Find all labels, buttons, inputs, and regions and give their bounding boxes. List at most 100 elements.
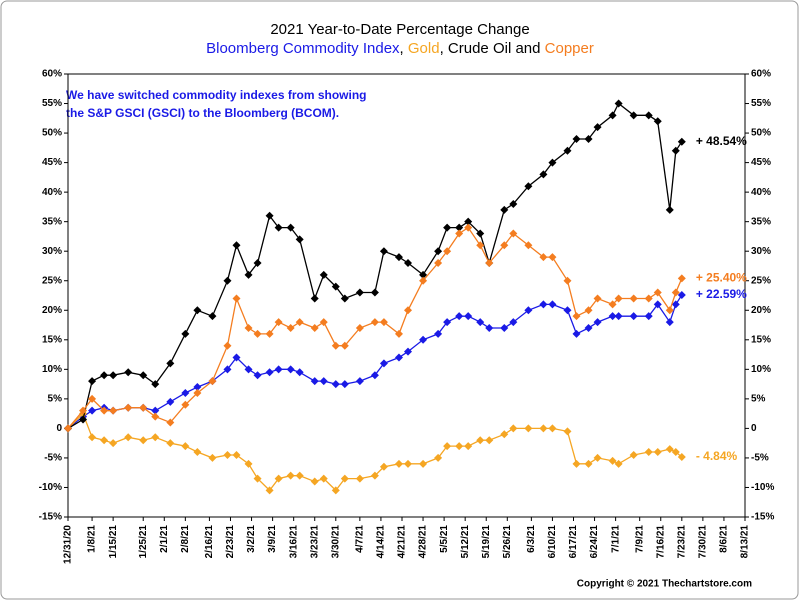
- x-tick-label: 6/17/21: [568, 525, 579, 559]
- data-point: [572, 134, 581, 143]
- data-point: [319, 270, 328, 279]
- data-point: [265, 486, 274, 495]
- data-point: [665, 306, 674, 315]
- x-tick-label: 2/8/21: [180, 525, 191, 553]
- data-point: [166, 418, 175, 427]
- data-point: [509, 424, 518, 433]
- y2-tick-label: 20%: [751, 305, 771, 316]
- data-point: [88, 433, 97, 442]
- data-point: [193, 388, 202, 397]
- data-point: [88, 394, 97, 403]
- data-point: [331, 486, 340, 495]
- data-point: [244, 323, 253, 332]
- data-point: [79, 415, 88, 424]
- data-point: [524, 424, 533, 433]
- data-point: [223, 276, 232, 285]
- data-point: [166, 359, 175, 368]
- data-point: [665, 445, 674, 454]
- x-tick-label: 8/6/21: [719, 525, 730, 553]
- data-point: [340, 341, 349, 350]
- data-point: [644, 312, 653, 321]
- plot-area: [67, 73, 746, 518]
- data-point: [370, 371, 379, 380]
- y2-tick-label: 0: [751, 423, 757, 434]
- x-tick-label: 5/26/21: [502, 525, 513, 559]
- x-tick-label: 1/15/21: [108, 525, 119, 559]
- y-tick-label: -10%: [39, 482, 62, 493]
- x-tick-label: 7/16/21: [655, 525, 666, 559]
- data-point: [295, 471, 304, 480]
- data-point: [310, 477, 319, 486]
- x-tick-label: 3/30/21: [330, 525, 341, 559]
- data-point: [379, 247, 388, 256]
- data-point: [434, 247, 443, 256]
- data-point: [166, 439, 175, 448]
- data-point: [500, 323, 509, 332]
- data-point: [286, 223, 295, 232]
- data-point: [193, 306, 202, 315]
- x-tick-label: 6/3/21: [526, 525, 537, 553]
- subtitle: Bloomberg Commodity Index, Gold, Crude O…: [206, 40, 594, 57]
- data-point: [485, 436, 494, 445]
- y-tick-label: 20%: [42, 305, 62, 316]
- y2-tick-label: 30%: [751, 246, 771, 257]
- data-point: [274, 318, 283, 327]
- x-tick-label: 12/31/20: [63, 525, 74, 564]
- data-point: [253, 371, 262, 380]
- x-tick-label: 7/9/21: [634, 525, 645, 553]
- data-point: [455, 442, 464, 451]
- data-point: [208, 312, 217, 321]
- x-tick-label: 2/23/21: [225, 525, 236, 559]
- y-tick-label: 40%: [42, 187, 62, 198]
- data-point: [166, 397, 175, 406]
- data-point: [295, 318, 304, 327]
- data-point: [370, 471, 379, 480]
- data-point: [548, 424, 557, 433]
- data-point: [274, 474, 283, 483]
- y2-tick-label: 55%: [751, 98, 771, 109]
- data-point: [629, 111, 638, 120]
- data-point: [644, 294, 653, 303]
- data-point: [563, 146, 572, 155]
- y-tick-label: 25%: [42, 275, 62, 286]
- data-point: [379, 359, 388, 368]
- data-point: [608, 300, 617, 309]
- data-point: [253, 474, 262, 483]
- x-tick-label: 3/9/21: [267, 525, 278, 553]
- data-point: [244, 459, 253, 468]
- data-point: [151, 406, 160, 415]
- y-tick-label: 5%: [48, 394, 63, 405]
- x-tick-label: 5/5/21: [439, 525, 450, 553]
- copyright: Copyright © 2021 Thechartstore.com: [577, 579, 752, 590]
- x-tick-label: 4/28/21: [418, 525, 429, 559]
- data-point: [464, 312, 473, 321]
- data-point: [671, 448, 680, 457]
- data-point: [88, 406, 97, 415]
- data-point: [355, 288, 364, 297]
- data-point: [509, 318, 518, 327]
- data-point: [181, 442, 190, 451]
- y2-tick-label: 10%: [751, 364, 771, 375]
- x-tick-label: 8/13/21: [740, 525, 751, 559]
- data-point: [524, 306, 533, 315]
- x-tick-label: 7/23/21: [676, 525, 687, 559]
- y-tick-label: 0: [56, 423, 62, 434]
- y2-tick-label: 25%: [751, 275, 771, 286]
- data-point: [355, 323, 364, 332]
- data-point: [404, 347, 413, 356]
- data-point: [193, 383, 202, 392]
- data-point: [443, 318, 452, 327]
- data-point: [629, 294, 638, 303]
- data-point: [394, 353, 403, 362]
- data-point: [295, 368, 304, 377]
- legend-entry: Gold: [408, 40, 440, 57]
- data-point: [151, 433, 160, 442]
- y-tick-label: 60%: [42, 69, 62, 80]
- data-point: [208, 453, 217, 462]
- y-tick-label: 30%: [42, 246, 62, 257]
- x-tick-label: 7/1/21: [610, 525, 621, 553]
- data-point: [208, 377, 217, 386]
- data-point: [677, 137, 686, 146]
- data-point: [274, 223, 283, 232]
